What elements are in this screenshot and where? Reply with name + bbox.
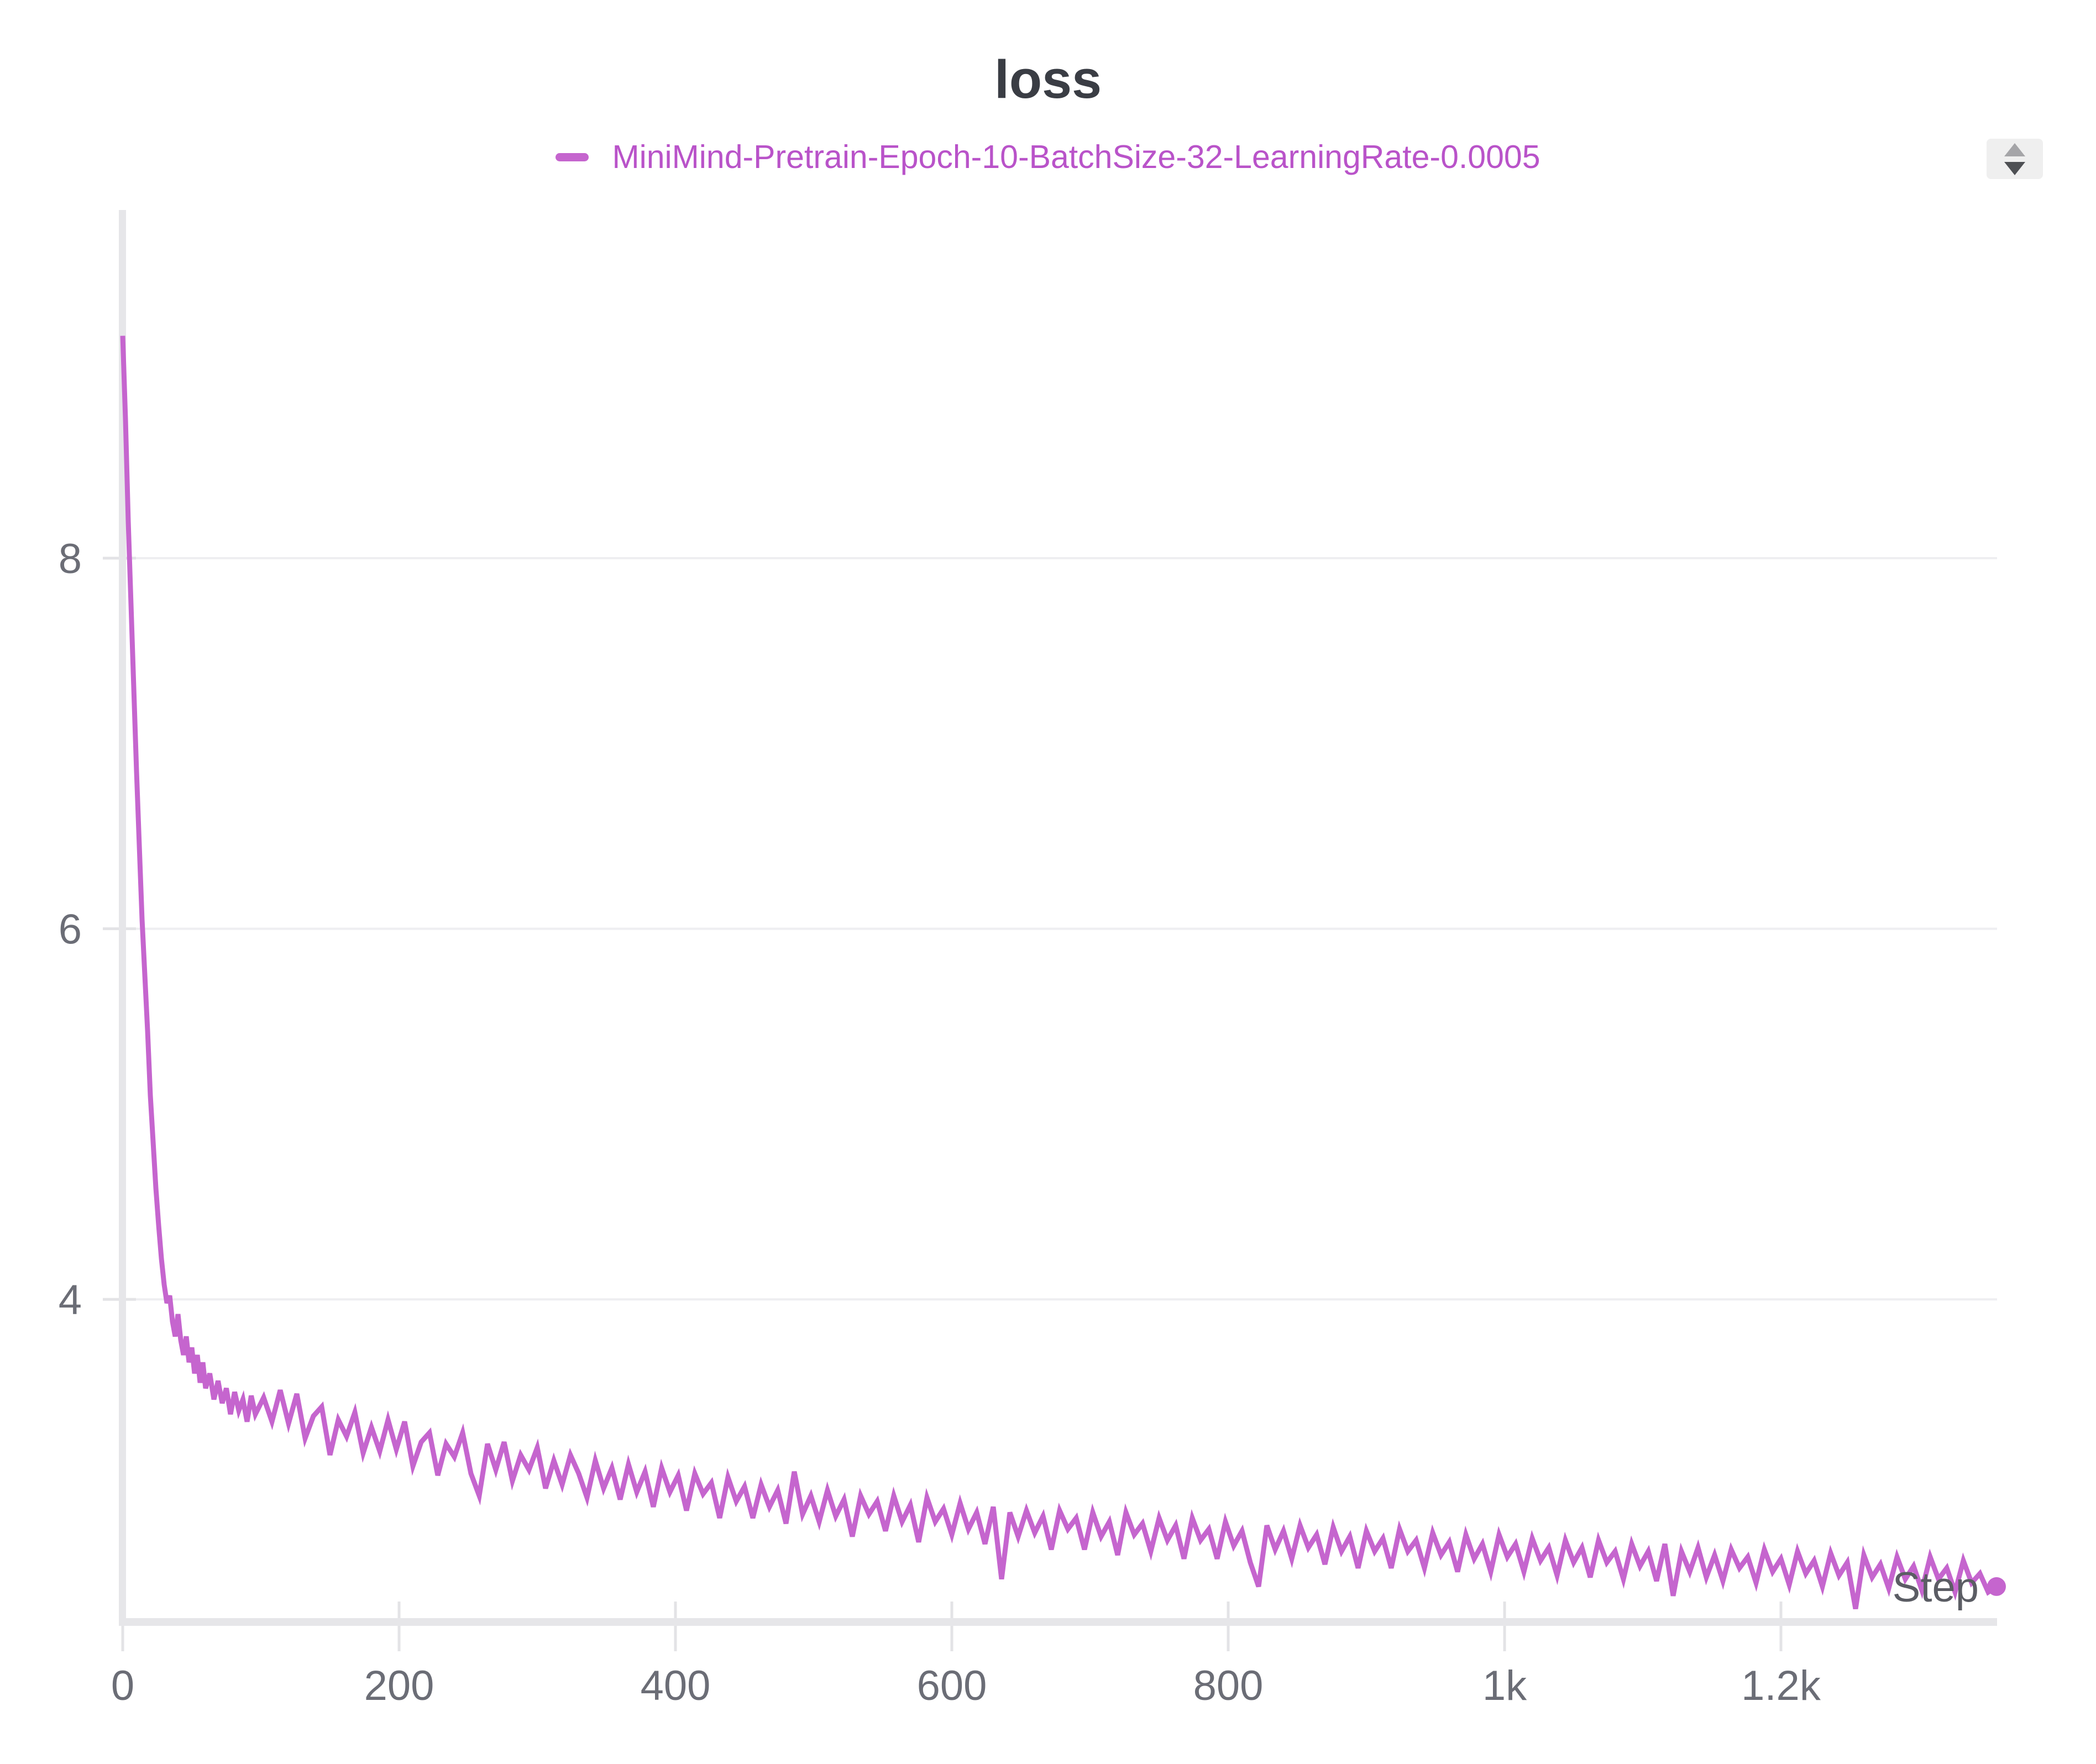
x-tick-label: 800	[1193, 1662, 1264, 1709]
y-tick-labels: 4 6 8	[59, 536, 82, 1324]
legend: MiniMind-Pretrain-Epoch-10-BatchSize-32-…	[0, 139, 2096, 175]
legend-swatch-line-icon	[556, 153, 589, 161]
axes	[119, 210, 1997, 1626]
x-tick-label: 0	[111, 1662, 134, 1709]
x-axis-line	[119, 1618, 1997, 1626]
x-tick-label: 600	[917, 1662, 987, 1709]
x-tick-label: 200	[364, 1662, 434, 1709]
x-tick-marks	[121, 1602, 1783, 1651]
step-axis-label: Step	[1893, 1564, 1979, 1611]
x-tick-label: 1k	[1482, 1662, 1527, 1709]
y-tick-label: 4	[59, 1277, 82, 1324]
sort-down-arrow-icon[interactable]	[2004, 161, 2025, 175]
chart-title: loss	[994, 49, 1102, 109]
series-end-dot[interactable]	[1987, 1577, 2006, 1596]
panel-sort-control[interactable]	[1987, 139, 2043, 179]
y-tick-label: 8	[59, 536, 82, 582]
series	[120, 335, 1998, 1609]
x-tick-label: 1.2k	[1741, 1662, 1821, 1709]
x-tick-labels: 0 200 400 600 800 1k 1.2k	[111, 1662, 1821, 1709]
sort-up-arrow-icon[interactable]	[2004, 143, 2025, 156]
series-line[interactable]	[120, 335, 1998, 1609]
legend-run-label: MiniMind-Pretrain-Epoch-10-BatchSize-32-…	[612, 139, 1540, 175]
y-gridlines	[119, 557, 1997, 1301]
legend-item[interactable]: MiniMind-Pretrain-Epoch-10-BatchSize-32-…	[556, 139, 1540, 175]
x-tick-label: 400	[641, 1662, 711, 1709]
y-tick-label: 6	[59, 906, 82, 953]
y-axis-line	[119, 210, 126, 1626]
